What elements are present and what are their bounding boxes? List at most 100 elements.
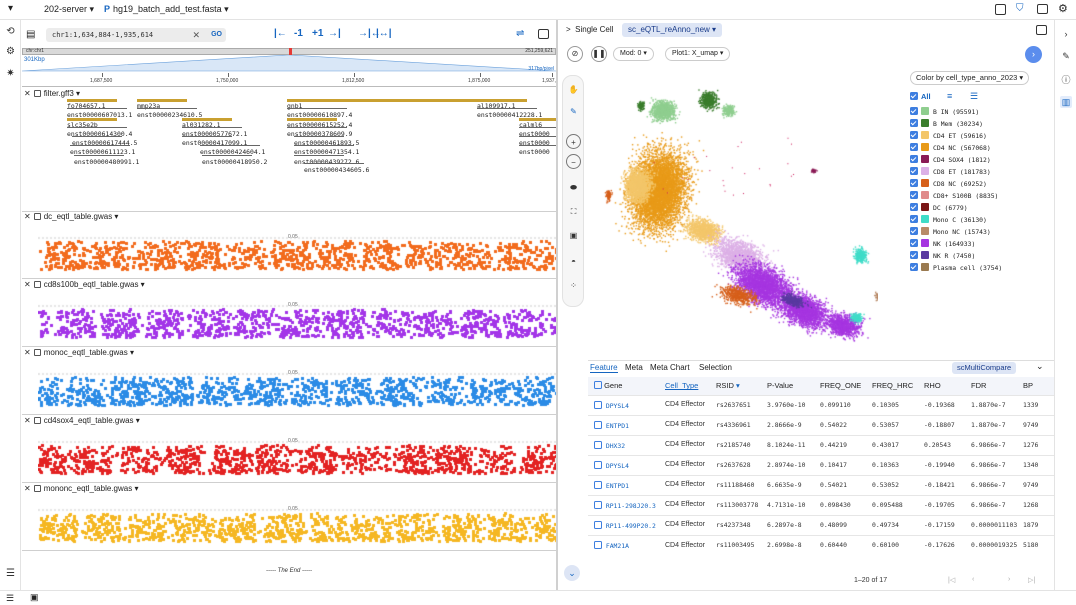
shield-icon[interactable]: ⛉ [1016, 3, 1024, 14]
row-checkbox[interactable] [594, 520, 602, 529]
gwas-dots[interactable] [38, 296, 556, 340]
scmulticompare-button[interactable]: scMultiCompare [952, 362, 1017, 374]
column-header[interactable]: FREQ_ONE [818, 377, 870, 395]
gene-label[interactable]: enst00000607013.1 [67, 111, 133, 119]
zoom-in-button[interactable]: →|← [358, 28, 381, 39]
gene-label[interactable]: enst00000412228.1 [477, 111, 543, 119]
legend-item[interactable]: NK R (7450) [910, 251, 1050, 262]
chevron-right-icon[interactable]: › [1064, 29, 1068, 39]
gene-label[interactable]: enst0000 [519, 139, 550, 147]
close-icon[interactable]: ✕ [24, 416, 31, 425]
gene-label[interactable]: slc35e2b [67, 121, 98, 129]
gwas-dots[interactable] [38, 228, 556, 272]
legend-item[interactable]: B Mem (30234) [910, 119, 1050, 130]
fit-screen-icon[interactable]: ⛶ [570, 207, 577, 216]
fit-button[interactable]: |↔| [376, 28, 392, 39]
umap-plot[interactable] [588, 55, 878, 355]
gene-label[interactable]: enst0000 [519, 130, 550, 138]
gene-label[interactable]: enst00000461893.5 [294, 139, 360, 147]
locus-input[interactable]: chr1:1,634,884-1,935,614 ✕ GO [46, 28, 226, 42]
gene-label[interactable]: enst00000417099.1 [182, 139, 248, 147]
checkbox-icon[interactable] [910, 263, 918, 271]
close-icon[interactable]: ✕ [24, 348, 31, 357]
legend-item[interactable]: B IN (95591) [910, 107, 1050, 118]
lightbulb-icon[interactable]: ✷ [6, 68, 15, 79]
legend-item[interactable]: CD4 ET (59616) [910, 131, 1050, 142]
layout-icon[interactable] [995, 4, 1006, 15]
row-checkbox[interactable] [594, 480, 602, 489]
legend-item[interactable]: Plasma cell (3754) [910, 263, 1050, 274]
next-icon[interactable]: › [1025, 46, 1042, 63]
column-header[interactable]: FDR [969, 377, 1021, 395]
server-selector[interactable]: 202-server ▾ [44, 4, 95, 14]
gwas-track-header[interactable]: ✕ mononc_eqtl_table.gwas ▾ [24, 484, 139, 493]
gene-label[interactable]: enst00000439272.6 [294, 158, 360, 166]
checkbox-icon[interactable] [910, 155, 918, 163]
next-page-icon[interactable]: › [1008, 576, 1011, 583]
row-checkbox[interactable] [594, 540, 602, 549]
zoom-out-icon[interactable]: − [566, 154, 581, 169]
vertical-splitter[interactable] [556, 20, 558, 590]
label-icon[interactable]: ⬬ [570, 183, 577, 192]
gene-label[interactable]: enst00000614300.4 [67, 130, 133, 138]
checkbox-icon[interactable] [910, 107, 918, 115]
legend-item[interactable]: CD8 ET (181783) [910, 167, 1050, 178]
last-page-icon[interactable]: ▷| [1028, 577, 1036, 584]
calendar-icon[interactable]: ▣ [30, 592, 39, 602]
legend-item[interactable]: DC (6779) [910, 203, 1050, 214]
gene-label[interactable]: enst00000480991.1 [74, 158, 140, 166]
legend-item[interactable]: CD4 NC (567068) [910, 143, 1050, 154]
gene-label[interactable]: enst00000610897.4 [287, 111, 353, 119]
first-page-icon[interactable]: |◁ [948, 577, 956, 584]
row-checkbox[interactable] [594, 420, 602, 429]
legend-list-icon[interactable]: ≡ [947, 91, 953, 101]
legend-item[interactable]: Mono C (36130) [910, 215, 1050, 226]
gene-label[interactable]: gnb1 [287, 102, 303, 110]
clear-icon[interactable]: ✕ [192, 30, 200, 40]
row-checkbox[interactable] [594, 400, 602, 409]
select-all-checkbox[interactable] [594, 381, 602, 390]
nav-plus-button[interactable]: +1 [312, 28, 324, 39]
nav-minus-button[interactable]: -1 [294, 28, 303, 39]
prev-page-icon[interactable]: ‹ [972, 576, 975, 583]
column-header[interactable]: RSID ▾ [714, 377, 765, 395]
close-icon[interactable]: ✕ [24, 484, 31, 493]
gene-label[interactable]: enst00000471354.1 [294, 148, 360, 156]
checkbox-icon[interactable] [910, 191, 918, 199]
filter-icon[interactable]: ⇌ [516, 28, 525, 39]
tab-feature[interactable]: Feature [590, 363, 618, 373]
checkbox-icon[interactable] [910, 131, 918, 139]
point-size-icon[interactable]: ◓ [571, 257, 576, 266]
list-icon[interactable]: ☰ [6, 593, 15, 603]
gwas-dots[interactable] [38, 500, 556, 544]
settings-icon[interactable]: ⚙ [6, 46, 15, 57]
row-checkbox[interactable] [594, 500, 602, 509]
row-checkbox[interactable] [594, 440, 602, 449]
legend-sort-icon[interactable]: ☰ [970, 91, 979, 101]
gwas-dots[interactable] [38, 364, 556, 408]
collapse-icon[interactable]: ⌄ [1036, 361, 1044, 371]
column-header[interactable]: RHO [922, 377, 969, 395]
color-by-select[interactable]: Color by cell_type_anno_2023 ▾ [910, 71, 1030, 85]
visibility-off-icon[interactable]: ⊘ [567, 46, 583, 62]
info-icon[interactable]: ⓘ [1061, 75, 1071, 85]
chromosome-bar[interactable]: chr:chr1 251,259,621 [22, 48, 556, 55]
points-icon[interactable]: ⁘ [570, 281, 577, 290]
settings-icon[interactable]: ⚙ [1058, 3, 1068, 15]
checkbox-icon[interactable] [910, 227, 918, 235]
column-header[interactable]: Cell_Type [663, 377, 714, 395]
image-icon[interactable]: ▣ [569, 231, 578, 240]
chart-icon[interactable]: ▥ [1060, 96, 1072, 108]
gene-label[interactable]: enst00000418950.2 [202, 158, 268, 166]
gwas-dots[interactable] [38, 432, 556, 476]
table-row[interactable]: RP11-298J20.3 CD4 Effector rs113003778 4.71… [588, 494, 1054, 515]
checkbox-icon[interactable] [910, 119, 918, 127]
legend-item[interactable]: Mono NC (15743) [910, 227, 1050, 238]
track-menu-icon[interactable]: ▤ [26, 29, 36, 40]
gene-label[interactable]: enst00000577672.1 [182, 130, 248, 138]
gene-label[interactable]: calml6 [519, 121, 543, 129]
close-icon[interactable]: ✕ [24, 280, 31, 289]
gwas-track-header[interactable]: ✕ dc_eqtl_table.gwas ▾ [24, 212, 119, 221]
gene-label[interactable]: enst00000378609.9 [287, 130, 353, 138]
close-icon[interactable]: ✕ [24, 212, 31, 221]
